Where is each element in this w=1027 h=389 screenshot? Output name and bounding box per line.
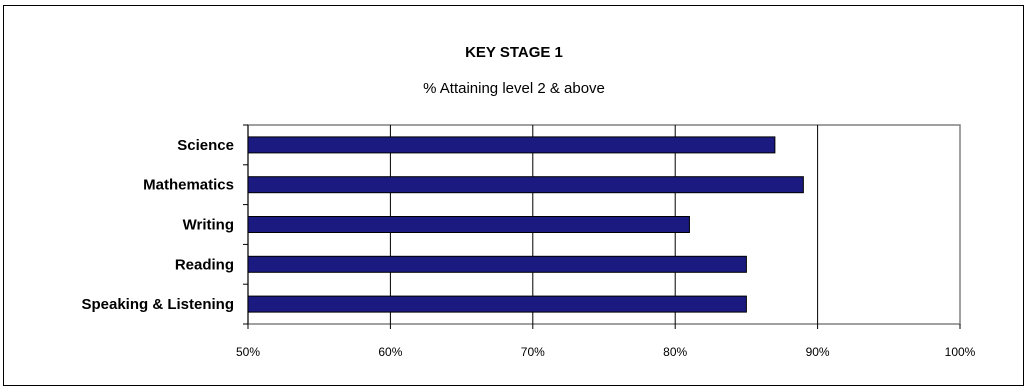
bar <box>247 216 690 233</box>
category-label: Science <box>177 137 234 154</box>
category-label: Mathematics <box>143 177 234 194</box>
category-label: Reading <box>175 256 234 273</box>
bar <box>247 176 804 194</box>
category-label: Speaking & Listening <box>81 296 234 313</box>
chart-frame <box>3 5 1024 386</box>
bar <box>247 255 747 273</box>
bar <box>247 295 747 313</box>
bar <box>247 136 776 154</box>
x-tick-label: 90% <box>806 345 830 359</box>
x-tick-label: 60% <box>378 345 402 359</box>
x-tick-label: 50% <box>236 345 260 359</box>
category-label: Writing <box>183 217 234 234</box>
chart-title: KEY STAGE 1 <box>465 44 563 61</box>
chart-subtitle: % Attaining level 2 & above <box>423 80 605 97</box>
x-tick-label: 70% <box>521 345 545 359</box>
x-tick-label: 80% <box>663 345 687 359</box>
x-tick-label: 100% <box>945 345 976 359</box>
